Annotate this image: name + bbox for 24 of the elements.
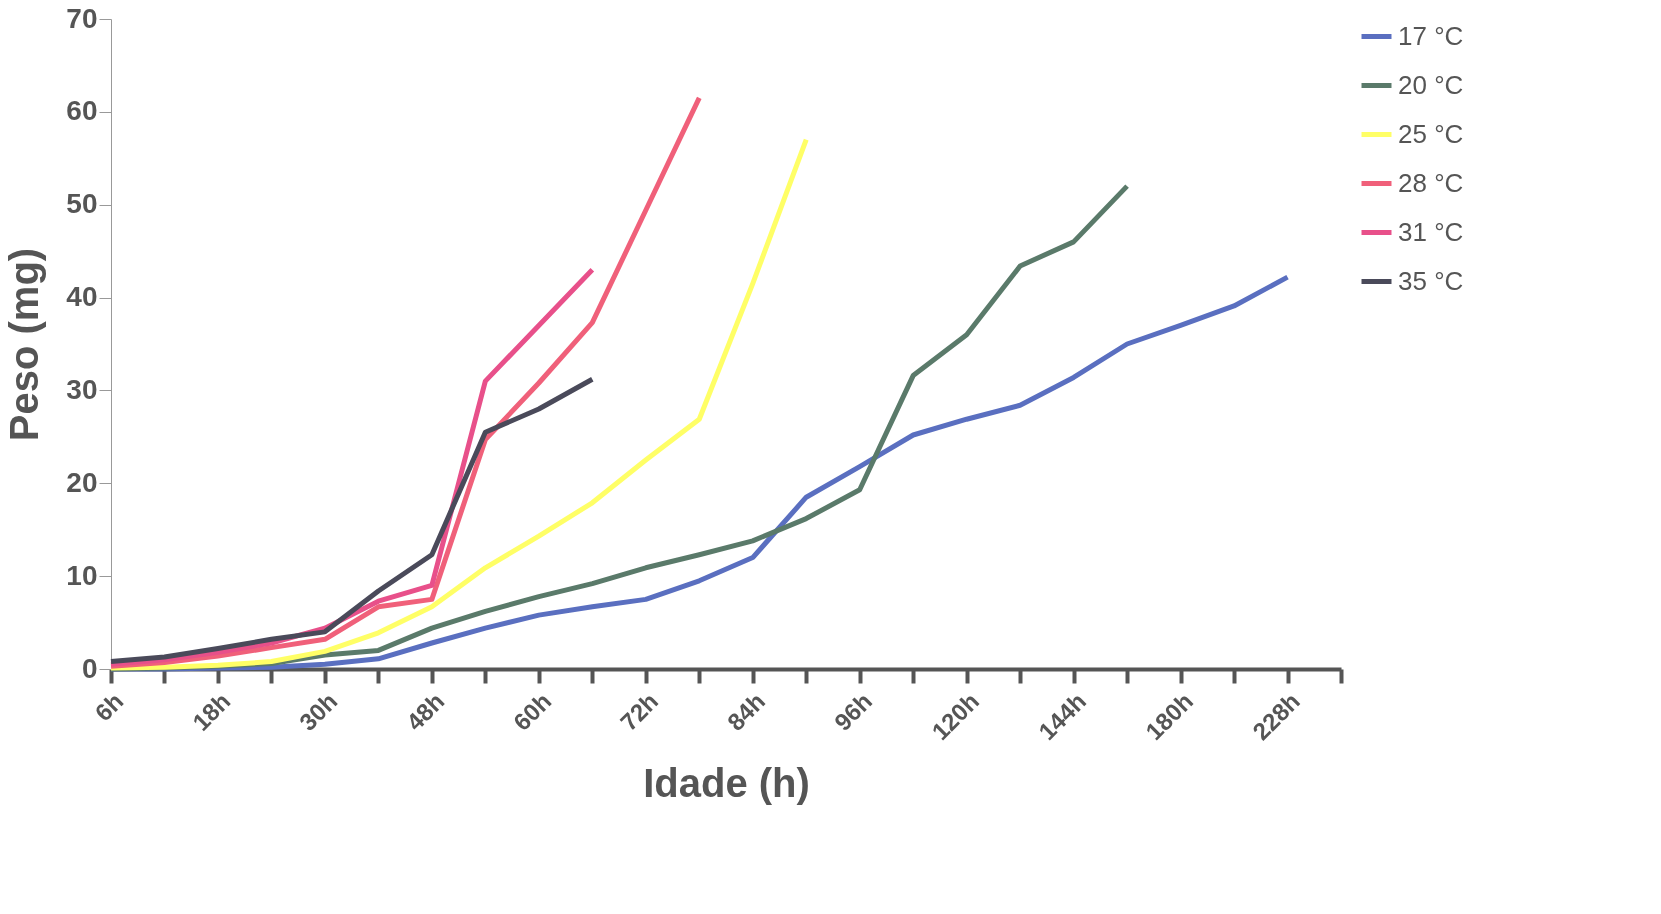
y-tick-label: 30 xyxy=(66,373,98,405)
y-tick-label: 50 xyxy=(66,188,98,220)
legend-label: 28 °C xyxy=(1398,167,1464,198)
legend-label: 35 °C xyxy=(1398,265,1464,296)
x-tick-label: 18h xyxy=(187,687,236,736)
legend-label: 25 °C xyxy=(1398,118,1464,149)
y-tick-label: 70 xyxy=(66,2,98,34)
y-tick-label: 40 xyxy=(66,281,98,313)
y-tick-label: 0 xyxy=(81,652,98,684)
x-tick-label: 6h xyxy=(89,687,129,727)
x-tick-label: 60h xyxy=(507,687,557,736)
x-tick-label: 96h xyxy=(828,687,878,736)
legend-label: 17 °C xyxy=(1398,20,1464,51)
x-tick-label: 84h xyxy=(721,687,771,736)
y-axis-title: Peso (mg) xyxy=(2,247,47,442)
legend-label: 31 °C xyxy=(1398,216,1464,247)
x-tick-label: 30h xyxy=(294,687,343,736)
x-tick-label: 72h xyxy=(614,687,664,736)
y-tick-label: 60 xyxy=(66,95,98,127)
legend-label: 20 °C xyxy=(1398,69,1464,100)
y-tick-label: 20 xyxy=(66,466,98,498)
x-axis-title: Idade (h) xyxy=(643,761,810,806)
x-tick-label: 48h xyxy=(401,687,450,736)
y-tick-label: 10 xyxy=(66,559,98,591)
